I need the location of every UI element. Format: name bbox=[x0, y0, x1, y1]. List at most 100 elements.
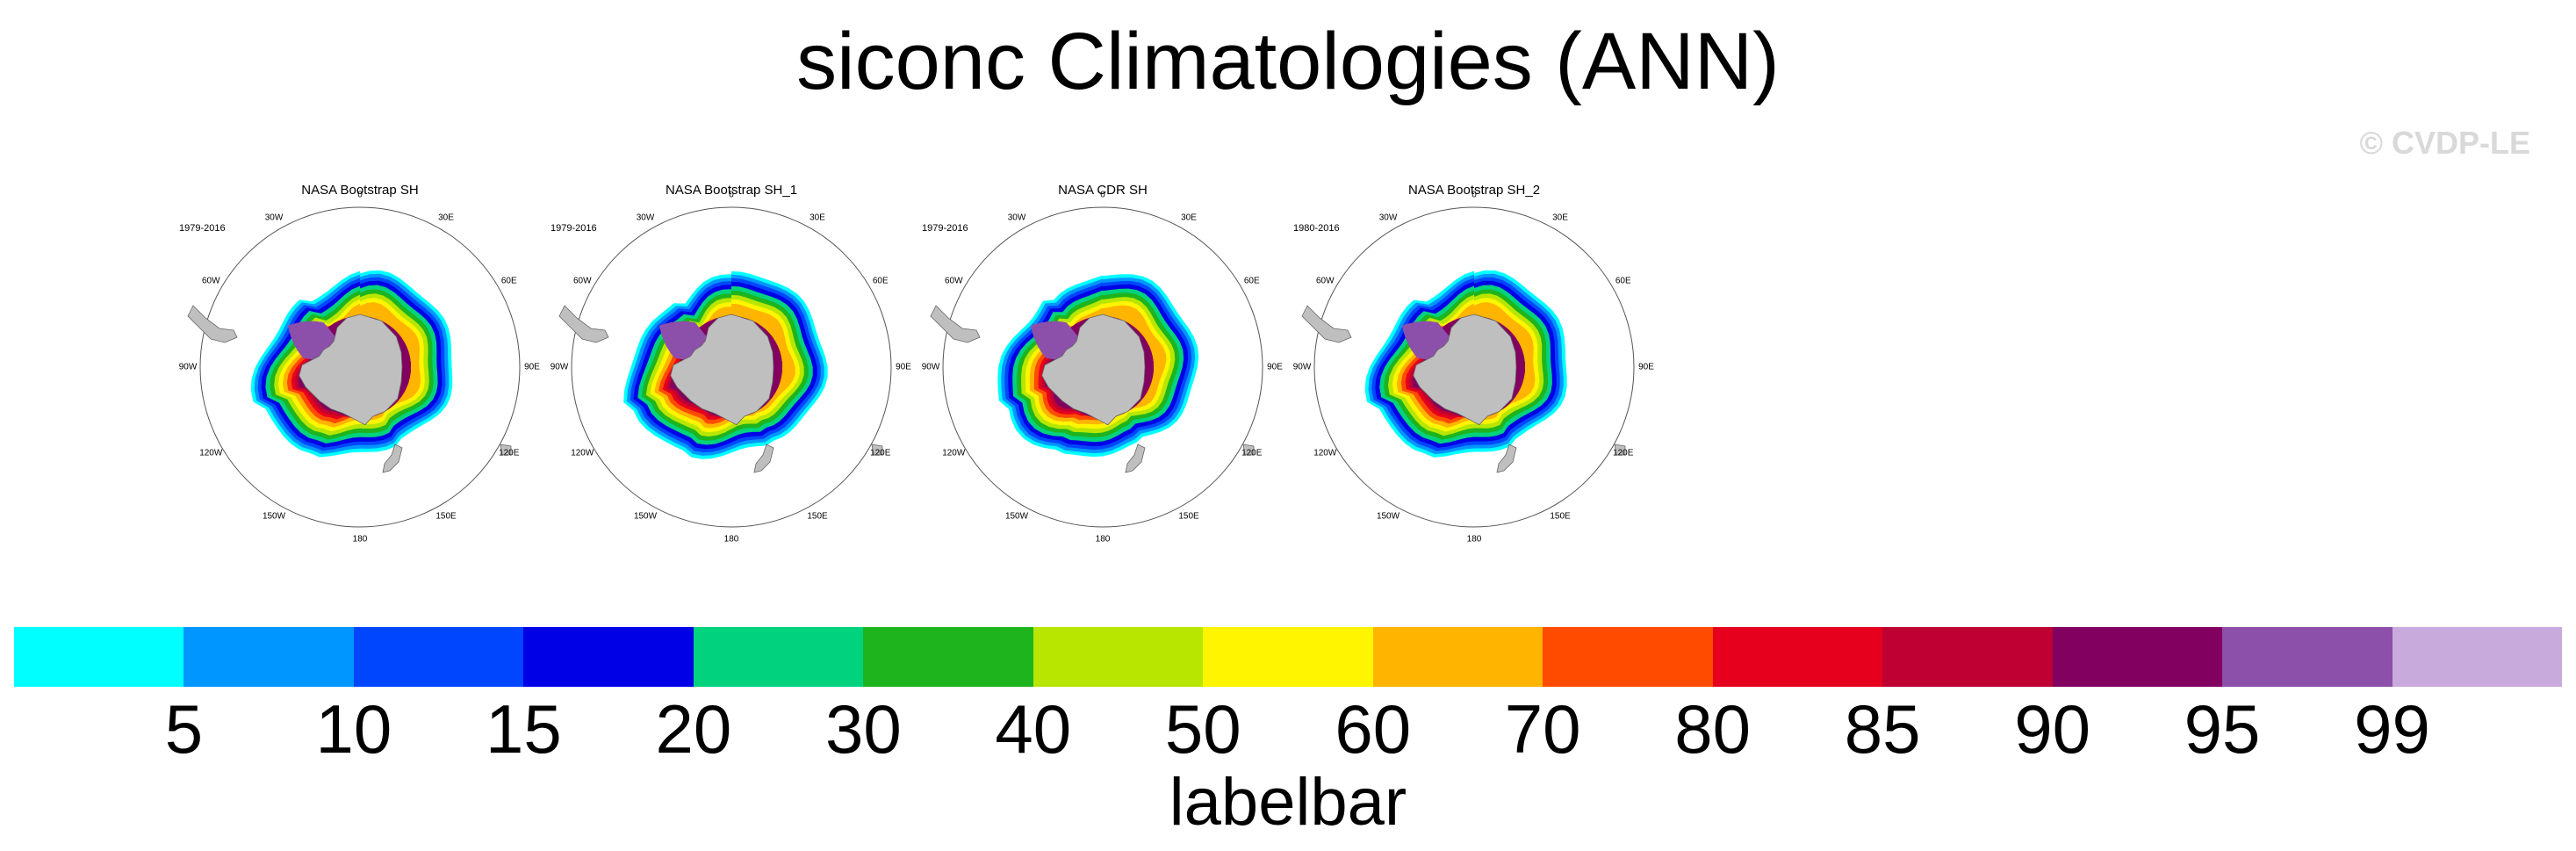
colorbar-box bbox=[863, 627, 1034, 687]
panel-period: 1979-2016 bbox=[550, 223, 597, 234]
colorbar-box bbox=[1712, 627, 1883, 687]
longitude-label: 90W bbox=[921, 362, 940, 372]
tasmania-landmass bbox=[871, 444, 883, 456]
south-america-landmass bbox=[558, 305, 609, 343]
longitude-label: 60W bbox=[1315, 276, 1335, 286]
longitude-label: 90E bbox=[896, 362, 911, 372]
panel-period: 1980-2016 bbox=[1293, 223, 1340, 234]
longitude-label: 150E bbox=[1178, 511, 1199, 522]
panel-title: NASA Bootstrap SH_1 bbox=[665, 183, 798, 198]
longitude-label: 90E bbox=[1638, 362, 1654, 372]
longitude-label: 120W bbox=[199, 448, 223, 458]
new-zealand-landmass bbox=[1125, 444, 1146, 473]
colorbar-box bbox=[693, 627, 864, 687]
longitude-label: 30W bbox=[636, 213, 655, 223]
longitude-label: 120W bbox=[1313, 448, 1337, 458]
colorbar-box bbox=[1203, 627, 1374, 687]
longitude-label: 60E bbox=[500, 276, 517, 286]
longitude-label: 60W bbox=[944, 276, 963, 286]
panel-title: NASA CDR SH bbox=[1058, 183, 1148, 198]
polar-map bbox=[1301, 206, 1635, 528]
south-america-landmass bbox=[187, 305, 238, 343]
colorbar-box bbox=[2392, 627, 2563, 687]
longitude-label: 120E bbox=[499, 448, 520, 458]
longitude-label: 90E bbox=[1267, 362, 1283, 372]
colorbar-tick-label: 20 bbox=[655, 690, 732, 768]
map-panel: NASA CDR SH 1979-2016 0 30E 60E 90E 120E 150E 18… bbox=[918, 176, 1287, 553]
polar-map bbox=[558, 206, 892, 528]
antarctica-landmass bbox=[299, 314, 403, 426]
longitude-label: 90W bbox=[178, 362, 198, 372]
new-zealand-landmass bbox=[382, 444, 403, 473]
longitude-label: 180 bbox=[1095, 534, 1111, 544]
longitude-label: 150E bbox=[807, 511, 828, 522]
south-america-landmass bbox=[1301, 305, 1352, 343]
longitude-label: 90E bbox=[524, 362, 540, 372]
colorbar-box bbox=[183, 627, 355, 687]
colorbar bbox=[14, 627, 2563, 687]
tasmania-landmass bbox=[1614, 444, 1626, 456]
colorbar-tick-label: 95 bbox=[2184, 690, 2261, 768]
panel-period: 1979-2016 bbox=[179, 223, 226, 234]
longitude-label: 120W bbox=[942, 448, 966, 458]
map-panel: NASA Bootstrap SH 1979-2016 0 30E 60E 90E 120E… bbox=[176, 176, 544, 553]
colorbar-tick-label: 90 bbox=[2014, 690, 2090, 768]
new-zealand-landmass bbox=[1496, 444, 1517, 473]
longitude-label: 30W bbox=[1378, 213, 1398, 223]
longitude-label: 30E bbox=[1552, 213, 1568, 223]
longitude-label: 150W bbox=[1004, 511, 1029, 522]
longitude-label: 120W bbox=[571, 448, 594, 458]
colorbar-tick-label: 5 bbox=[164, 690, 204, 768]
colorbar-box bbox=[2222, 627, 2393, 687]
longitude-label: 180 bbox=[1466, 534, 1482, 544]
antarctica-landmass bbox=[1413, 314, 1517, 426]
colorbar-box bbox=[353, 627, 524, 687]
figure-title: siconc Climatologies (ANN) bbox=[796, 17, 1780, 106]
longitude-label: 0 bbox=[1100, 190, 1105, 200]
longitude-label: 180 bbox=[352, 534, 368, 544]
longitude-label: 30W bbox=[264, 213, 284, 223]
longitude-label: 120E bbox=[1613, 448, 1634, 458]
new-zealand-landmass bbox=[753, 444, 774, 473]
longitude-label: 30E bbox=[809, 213, 825, 223]
colorbar-box bbox=[1543, 627, 1714, 687]
colorbar-tick-label: 10 bbox=[315, 690, 392, 768]
colorbar-tick-label: 80 bbox=[1674, 690, 1752, 768]
longitude-label: 30W bbox=[1007, 213, 1026, 223]
longitude-label: 0 bbox=[729, 190, 734, 200]
antarctica-landmass bbox=[1041, 314, 1146, 426]
longitude-label: 120E bbox=[1241, 448, 1263, 458]
colorbar-tick-label: 85 bbox=[1844, 690, 1921, 768]
colorbar-box bbox=[2052, 627, 2223, 687]
colorbar-box bbox=[1372, 627, 1543, 687]
map-panel: NASA Bootstrap SH_1 1979-2016 0 30E 60E 90E 12… bbox=[547, 176, 916, 553]
watermark: © CVDP-LE bbox=[2359, 125, 2530, 161]
colorbar-box bbox=[523, 627, 694, 687]
colorbar-title: labelbar bbox=[1169, 765, 1407, 840]
longitude-label: 150W bbox=[633, 511, 658, 522]
longitude-label: 60W bbox=[201, 276, 220, 286]
colorbar-tick-label: 15 bbox=[486, 690, 562, 768]
colorbar-tick-label: 50 bbox=[1164, 690, 1241, 768]
tasmania-landmass bbox=[1242, 444, 1255, 456]
longitude-label: 60W bbox=[572, 276, 592, 286]
tasmania-landmass bbox=[500, 444, 512, 456]
colorbar-tick-label: 60 bbox=[1335, 690, 1412, 768]
longitude-label: 150W bbox=[1376, 511, 1400, 522]
map-panel: NASA Bootstrap SH_2 1980-2016 0 30E 60E 90E 12… bbox=[1290, 176, 1659, 553]
colorbar-box bbox=[1033, 627, 1204, 687]
longitude-label: 60E bbox=[1615, 276, 1631, 286]
colorbar-box bbox=[14, 627, 184, 687]
polar-map bbox=[187, 206, 521, 528]
colorbar-tick-label: 70 bbox=[1504, 690, 1581, 768]
longitude-label: 30E bbox=[438, 213, 454, 223]
colorbar-tick-label: 40 bbox=[995, 690, 1072, 768]
longitude-label: 90W bbox=[1292, 362, 1312, 372]
longitude-label: 90W bbox=[550, 362, 569, 372]
longitude-label: 120E bbox=[870, 448, 891, 458]
longitude-label: 60E bbox=[1243, 276, 1260, 286]
panel-period: 1979-2016 bbox=[922, 223, 968, 234]
antarctica-landmass bbox=[670, 314, 774, 426]
colorbar-box bbox=[1882, 627, 2054, 687]
longitude-label: 180 bbox=[723, 534, 739, 544]
